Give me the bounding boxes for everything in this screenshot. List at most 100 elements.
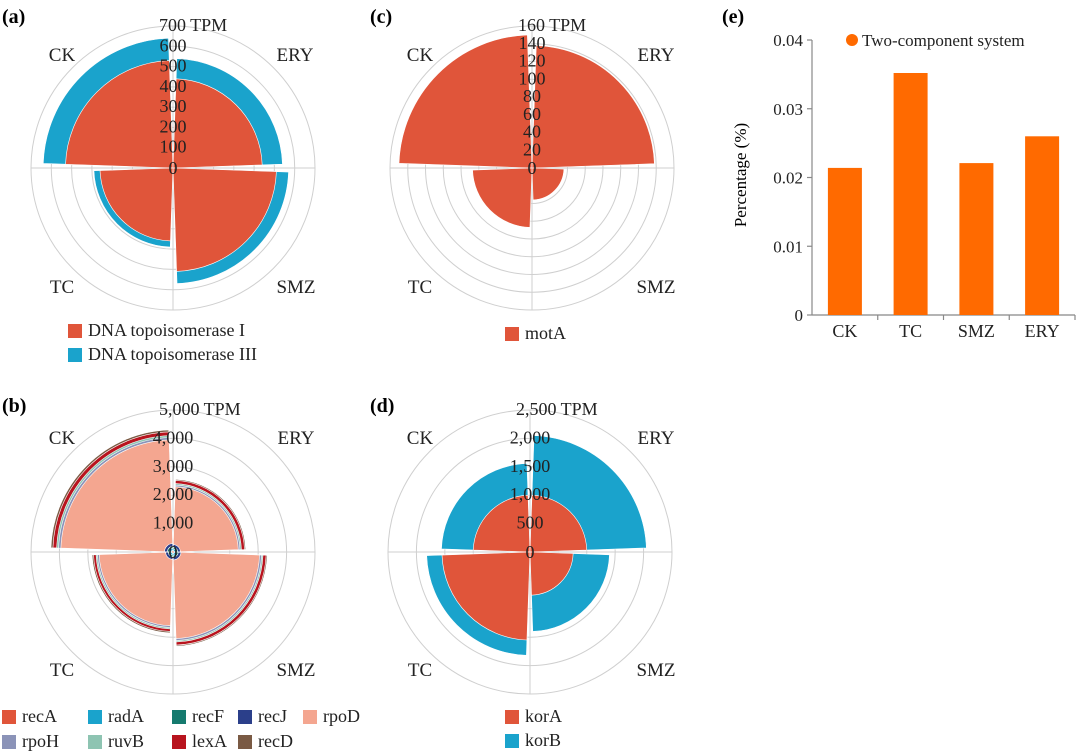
panel-d-label: (d)	[370, 395, 394, 417]
e-x-tick-label-ery: ERY	[1025, 321, 1060, 341]
b-legend-swatch-rada	[88, 710, 102, 724]
panel-e-bars	[827, 73, 1060, 315]
d-legend-swatch-kora	[505, 710, 519, 724]
a-ring-label: 300	[160, 96, 187, 116]
c-category-ck: CK	[407, 45, 434, 66]
d-bar-kora-ck	[472, 494, 531, 553]
b-bar-rpod-ery	[172, 486, 239, 553]
a-bar-dna-topoisomerase-i-tc	[99, 167, 174, 242]
c-bar-mota-smz	[531, 167, 565, 201]
panel-b-legend: recA radA recF recJ rpoD rpoH ruvB lexA recD	[2, 706, 360, 751]
b-legend-swatch-recj	[238, 710, 252, 724]
b-legend-swatch-recd	[238, 735, 252, 749]
d-ring-label: 2,000	[510, 427, 551, 447]
a-bar-dna-topoisomerase-i-ck	[65, 60, 174, 169]
a-ring-label: 100	[160, 137, 187, 157]
a-ring-label: 600	[160, 35, 187, 55]
b-legend-label-lexa: lexA	[192, 731, 227, 751]
e-bar-ck	[827, 167, 862, 315]
panel-a-label: (a)	[2, 6, 25, 28]
b-legend-label-recj: recJ	[258, 706, 287, 726]
e-y-tick-label: 0.03	[773, 100, 803, 119]
b-legend-swatch-recf	[172, 710, 186, 724]
b-category-ck: CK	[49, 428, 76, 449]
b-legend-label-reca: recA	[22, 706, 57, 726]
d-category-smz: SMZ	[636, 660, 675, 681]
c-category-ery: ERY	[638, 45, 675, 66]
d-ring-label: 1,000	[510, 484, 551, 504]
b-legend-swatch-rpoh	[2, 735, 16, 749]
d-ring-label: 0	[526, 542, 535, 562]
b-category-ery: ERY	[278, 428, 315, 449]
e-y-tick-label: 0.02	[773, 169, 803, 188]
panel-e-legend: Two-component system	[846, 31, 1025, 50]
e-y-tick-label: 0.01	[773, 237, 803, 256]
c-ring-label: 40	[523, 122, 541, 142]
e-bar-tc	[893, 73, 928, 315]
e-y-tick-label: 0.04	[773, 31, 803, 50]
panel-a-bars	[42, 37, 289, 284]
a-legend-swatch-dna-topoisomerase-iii	[68, 348, 82, 362]
a-ring-label: 0	[169, 158, 178, 178]
b-legend-label-rpoh: rpoH	[22, 731, 59, 751]
d-legend-swatch-korb	[505, 734, 519, 748]
b-legend-label-rada: radA	[108, 706, 144, 726]
panel-b-ring-labels: 0 1,000 2,000 3,000 4,000 5,000 TPM	[153, 399, 241, 562]
b-bar-rpod-ck	[60, 439, 174, 553]
c-ring-label: 60	[523, 104, 541, 124]
a-bar-dna-topoisomerase-i-smz	[172, 167, 277, 272]
b-ring-label: 4,000	[153, 427, 194, 447]
a-legend-swatch-dna-topoisomerase-i	[68, 324, 82, 338]
a-bar-dna-topoisomerase-i-ery	[172, 78, 263, 169]
d-bar-kora-smz	[529, 551, 574, 596]
d-ring-label: 1,500	[510, 456, 551, 476]
panel-b-bars	[50, 429, 268, 647]
e-legend-label: Two-component system	[862, 31, 1025, 50]
panel-b-category-labels: CK ERY SMZ TC	[49, 428, 316, 681]
panel-c-bars	[398, 34, 655, 228]
b-category-smz: SMZ	[276, 660, 315, 681]
panel-e: (e) 0 0.01 0.02 0.03 0.04 CK TC SMZ ERY Percenta…	[722, 6, 1076, 341]
c-legend-label-mota: motA	[525, 323, 566, 343]
e-x-tick-label-tc: TC	[899, 321, 922, 341]
b-legend-label-recd: recD	[258, 731, 293, 751]
d-category-ery: ERY	[638, 428, 675, 449]
b-ring-label: 5,000 TPM	[159, 399, 241, 419]
b-bar-rpod-smz	[172, 551, 260, 639]
e-y-tick-label: 0	[795, 306, 804, 325]
c-ring-label: 20	[523, 139, 541, 159]
a-category-ck: CK	[49, 45, 76, 66]
c-legend-swatch-mota	[505, 327, 519, 341]
c-bar-mota-tc	[472, 167, 533, 228]
e-legend-swatch	[846, 34, 858, 46]
a-ring-label: 700 TPM	[159, 15, 227, 35]
panel-d-ring-labels: 0 500 1,000 1,500 2,000 2,500 TPM	[510, 399, 598, 562]
e-x-tick-label-ck: CK	[832, 321, 857, 341]
panel-d: (d) 0 500 1,000 1,500 2,000 2,500 TPM CK ERY SM…	[370, 395, 676, 750]
panel-a-legend: DNA topoisomerase I DNA topoisomerase III	[68, 320, 257, 364]
a-legend-label-dna-topoisomerase-iii: DNA topoisomerase III	[88, 344, 257, 364]
a-ring-label: 400	[160, 76, 187, 96]
b-legend-swatch-lexa	[172, 735, 186, 749]
b-legend-swatch-reca	[2, 710, 16, 724]
a-legend-label-dna-topoisomerase-i: DNA topoisomerase I	[88, 320, 245, 340]
panel-b: (b) 0 1,000 2,000 3,000 4,000 5,000 TPM CK ERY…	[2, 395, 360, 751]
d-ring-label: 2,500 TPM	[516, 399, 598, 419]
a-category-tc: TC	[50, 277, 74, 298]
panel-d-bars	[426, 435, 647, 656]
c-category-tc: TC	[408, 277, 432, 298]
a-ring-label: 200	[160, 116, 187, 136]
c-ring-label: 0	[528, 158, 537, 178]
panel-d-category-labels: CK ERY SMZ TC	[407, 428, 676, 681]
a-ring-label: 500	[160, 56, 187, 76]
b-legend-swatch-rpod	[303, 710, 317, 724]
d-bar-kora-tc	[441, 551, 531, 641]
b-legend-label-recf: recF	[192, 706, 224, 726]
panel-e-y-axis-label: Percentage (%)	[731, 123, 750, 227]
c-ring-label: 140	[519, 33, 546, 53]
panel-a-category-labels: CK ERY SMZ TC	[49, 45, 316, 298]
c-ring-label: 100	[519, 68, 546, 88]
